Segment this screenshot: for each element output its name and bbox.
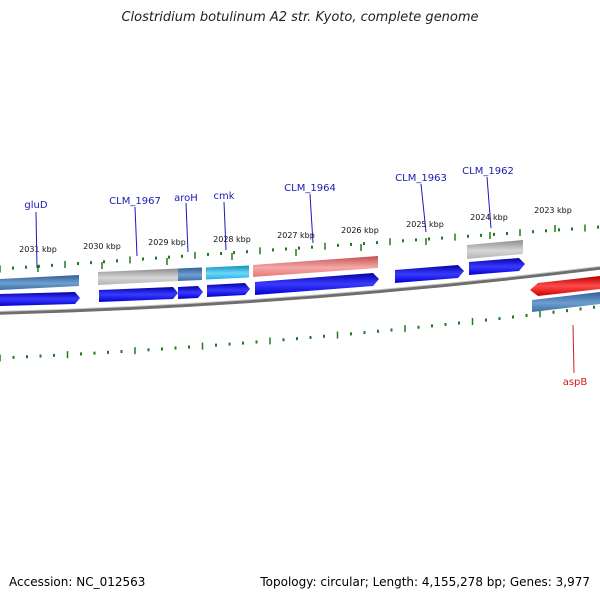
page-title: Clostridium botulinum A2 str. Kyoto, com… (121, 10, 479, 25)
cds-arrow[interactable] (395, 265, 464, 283)
gene-CLM_1964[interactable] (253, 256, 378, 277)
cds-arrow[interactable] (0, 292, 80, 306)
leader-line (185, 202, 189, 253)
gene-CLM_1962[interactable] (467, 240, 523, 259)
genome-backbone-highlight (0, 265, 600, 312)
genome-backbone (0, 266, 600, 315)
kbp-label: 2026 kbp (341, 226, 379, 235)
accession: Accession: NC_012563 (9, 575, 146, 589)
gene-aspB[interactable] (530, 276, 600, 296)
gene-gluD[interactable] (0, 275, 79, 290)
cds-arrow[interactable] (207, 283, 250, 297)
lower-tick-row (0, 305, 595, 362)
leader-line (35, 211, 38, 269)
genome-summary: Topology: circular; Length: 4,155,278 bp… (260, 575, 590, 589)
gene-label-aroH[interactable]: aroH (174, 193, 198, 204)
gene-label-aspB[interactable]: aspB (563, 377, 588, 388)
kbp-label: 2030 kbp (83, 242, 121, 251)
gene-label-CLM_1967[interactable]: CLM_1967 (109, 196, 161, 207)
gene-label-CLM_1964[interactable]: CLM_1964 (284, 183, 336, 194)
kbp-label: 2029 kbp (148, 238, 186, 247)
gene-label-CLM_1963[interactable]: CLM_1963 (395, 173, 447, 184)
leader-line (309, 193, 314, 244)
cds-arrow[interactable] (178, 286, 203, 299)
gene-track-upper (0, 240, 523, 290)
gene-aroH[interactable] (178, 267, 202, 282)
cds-track-upper (0, 258, 525, 306)
gene-CLM_1967[interactable] (98, 268, 178, 286)
kbp-label: 2023 kbp (534, 206, 572, 215)
label-leaders (35, 176, 575, 374)
gene-cmk[interactable] (206, 265, 249, 280)
leader-line (486, 176, 492, 229)
kbp-label: 2031 kbp (19, 245, 57, 254)
cds-arrow[interactable] (99, 287, 178, 302)
gene-label-gluD[interactable]: gluD (24, 200, 47, 211)
kbp-label: 2028 kbp (213, 235, 251, 244)
cds-arrow-reverse[interactable] (532, 292, 600, 312)
leader-line (572, 324, 575, 374)
cds-arrow[interactable] (255, 273, 379, 295)
leader-line (134, 206, 138, 257)
gene-labels: gluD CLM_1967 aroH cmk CLM_1964 CLM_1963… (24, 166, 587, 388)
gene-label-cmk[interactable]: cmk (213, 191, 234, 202)
leader-line (223, 201, 227, 251)
gene-track-lower (530, 276, 600, 312)
kbp-label: 2027 kbp (277, 231, 315, 240)
gene-label-CLM_1962[interactable]: CLM_1962 (462, 166, 514, 177)
kbp-label: 2024 kbp (470, 213, 508, 222)
upper-tick-row (0, 224, 599, 273)
cds-arrow[interactable] (469, 258, 525, 275)
leader-line (420, 183, 427, 233)
